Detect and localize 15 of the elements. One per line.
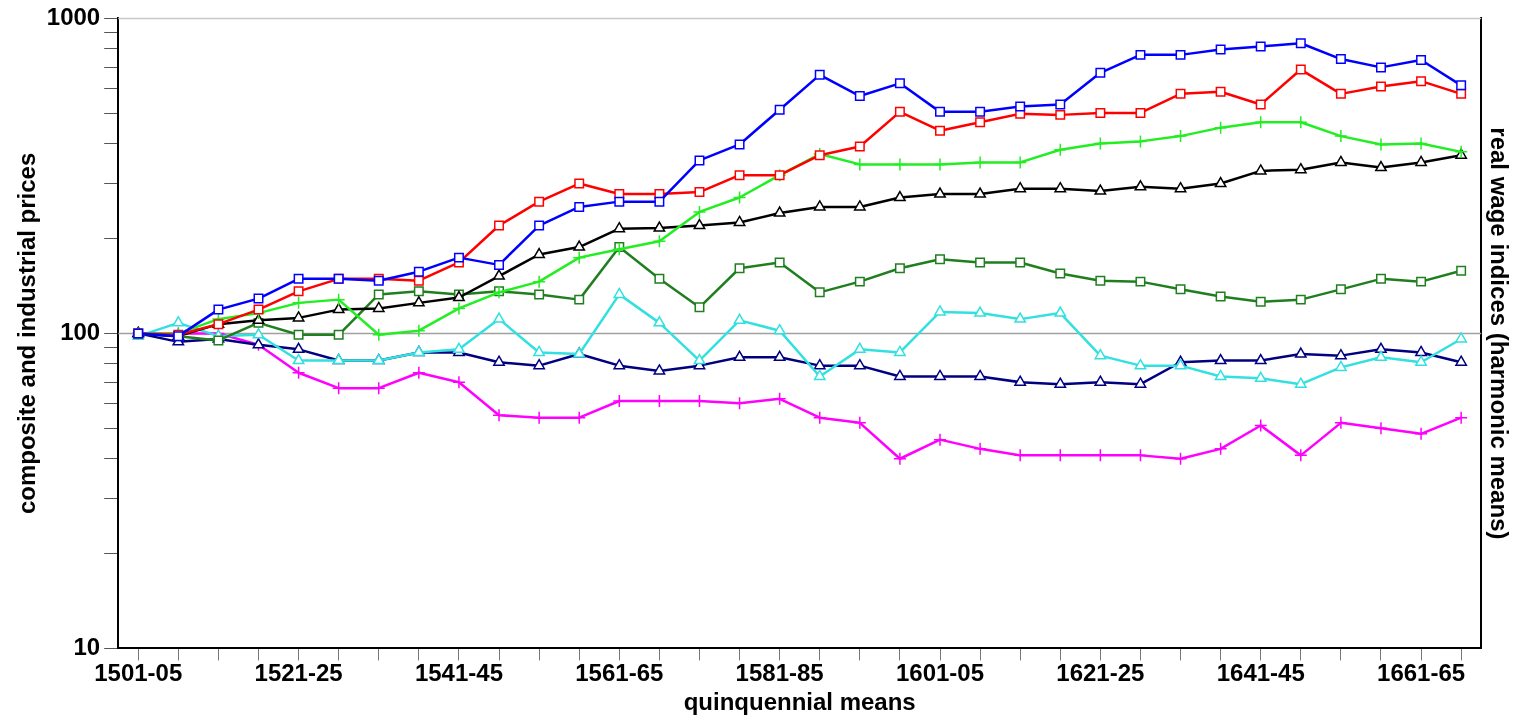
x-tick-label: 1561-65 [575, 659, 664, 687]
y2-axis-title: real wage indices (harmonic means) [1485, 127, 1513, 540]
y-tick-label: 100 [60, 318, 101, 346]
x-tick-label: 1541-45 [414, 659, 503, 687]
x-axis-title: quinquennial means [683, 688, 916, 716]
x-tick-label: 1661-65 [1377, 659, 1466, 687]
x-tick-label: 1581-85 [735, 659, 824, 687]
x-tick-label: 1621-25 [1056, 659, 1145, 687]
x-tick-label: 1601-05 [895, 659, 985, 687]
x-tick-label: 1521-25 [254, 659, 343, 687]
x-tick-label: 1501-05 [94, 659, 183, 687]
y-axis-title: composite and industrial prices [13, 152, 41, 515]
y-tick-label: 10 [73, 633, 101, 661]
x-tick-label: 1641-45 [1216, 659, 1305, 687]
y-tick-label: 1000 [46, 3, 101, 31]
